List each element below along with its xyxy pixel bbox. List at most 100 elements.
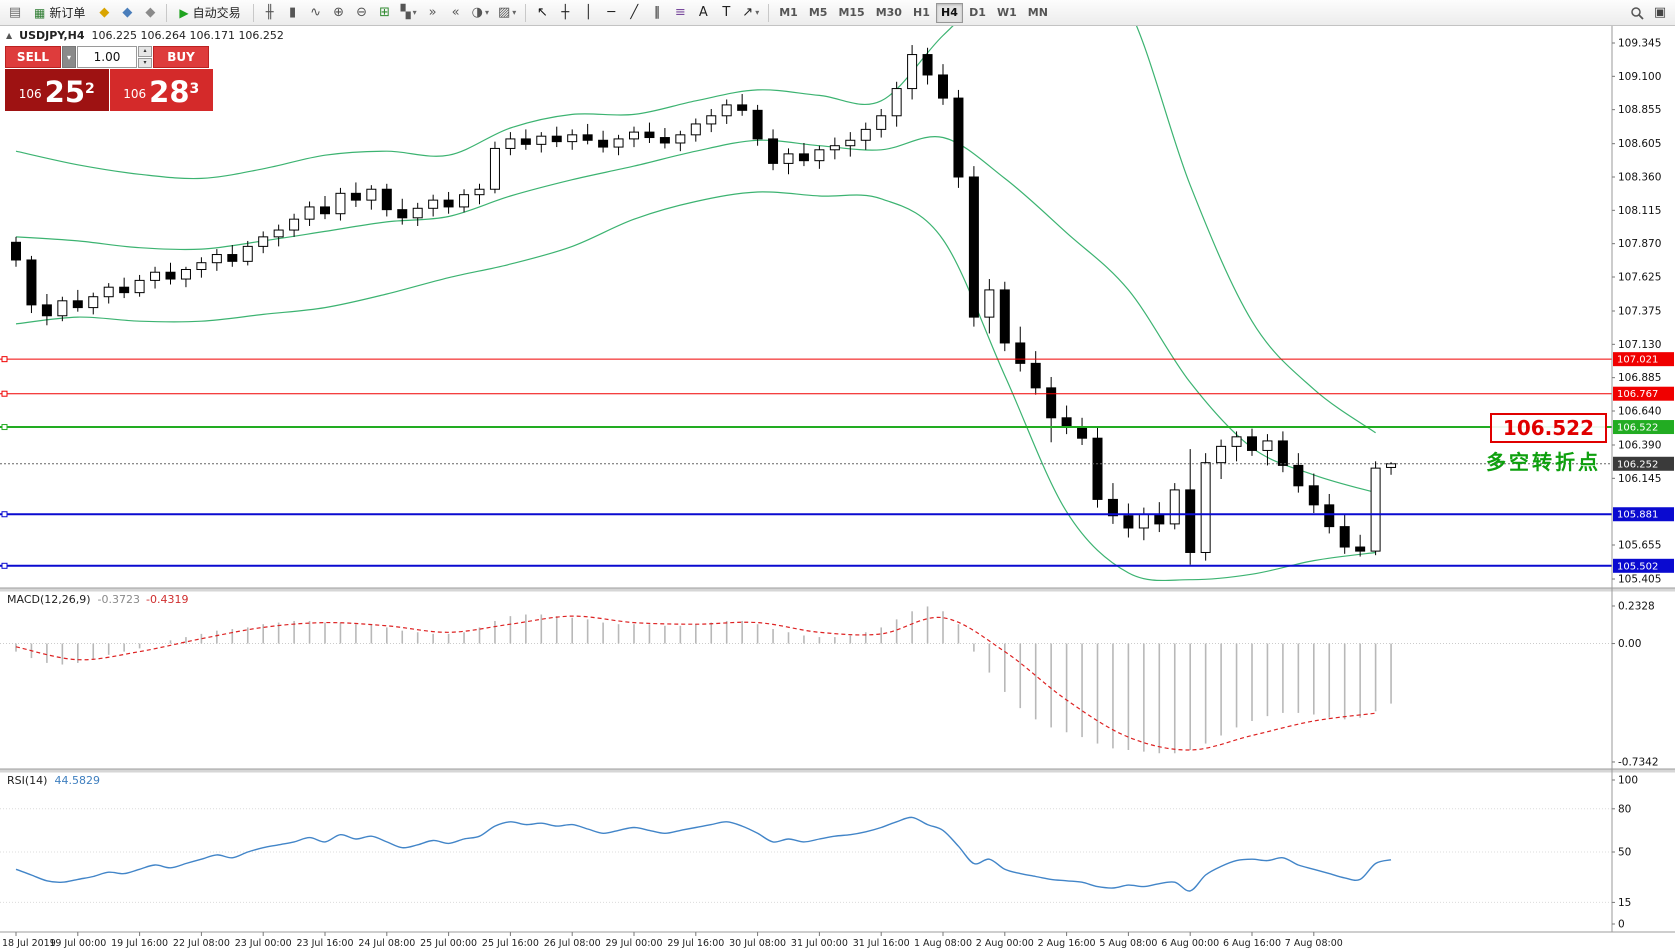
macd-main-value: -0.3723 bbox=[97, 593, 141, 606]
price-axis-badge bbox=[1613, 352, 1674, 367]
arrows-button[interactable]: ↗ ▾ bbox=[738, 2, 763, 24]
history-center-icon: ◆ bbox=[99, 5, 110, 20]
zoom-out-icon: ⊖ bbox=[356, 5, 368, 20]
turning-point-annotation[interactable]: 多空转折点 bbox=[1486, 450, 1601, 474]
sell-price-button[interactable]: 106 25 2 bbox=[5, 69, 109, 111]
volume-decrement-button[interactable]: ▾ bbox=[138, 57, 152, 68]
chart-shift-icon: « bbox=[451, 5, 460, 20]
chart-window: 109.345 109.100 108.855 108.605 108.360 108.1… bbox=[0, 26, 1675, 952]
new-order-button[interactable]: ▦ 新订单 bbox=[27, 2, 92, 24]
svg-text:2 Aug 00:00: 2 Aug 00:00 bbox=[976, 938, 1034, 949]
svg-text:105.405: 105.405 bbox=[1618, 573, 1661, 585]
fibonacci-button[interactable]: ≡ bbox=[669, 2, 691, 24]
buy-price-prefix: 106 bbox=[123, 86, 147, 101]
volume-increment-button[interactable]: ▴ bbox=[138, 46, 152, 57]
account-icon-group: ◆ ◆ ◆ bbox=[93, 2, 161, 24]
buy-price-button[interactable]: 106 28 3 bbox=[109, 69, 213, 111]
file-icon-group: ▤ bbox=[4, 2, 26, 24]
zoom-out-button[interactable]: ⊖ bbox=[351, 2, 373, 24]
crosshair-icon: ┼ bbox=[561, 5, 570, 20]
rsi-indicator-label: RSI(14) 44.5829 bbox=[7, 774, 100, 787]
panel-toggle-icon[interactable]: ▲ bbox=[6, 31, 13, 40]
crosshair-button[interactable]: ┼ bbox=[554, 2, 576, 24]
zoom-in-button[interactable]: ⊕ bbox=[328, 2, 350, 24]
autotrade-button[interactable]: ▶ 自动交易 bbox=[172, 2, 247, 24]
svg-text:107.375: 107.375 bbox=[1618, 305, 1661, 317]
svg-text:30 Jul 08:00: 30 Jul 08:00 bbox=[729, 938, 786, 949]
sell-price-main: 25 bbox=[44, 75, 85, 109]
autotrade-label: 自动交易 bbox=[192, 6, 241, 20]
svg-text:23 Jul 00:00: 23 Jul 00:00 bbox=[235, 938, 292, 949]
chart-canvas[interactable]: 109.345 109.100 108.855 108.605 108.360 108.1… bbox=[0, 26, 1675, 952]
horizontal-line-button[interactable]: ─ bbox=[600, 2, 622, 24]
svg-text:24 Jul 08:00: 24 Jul 08:00 bbox=[358, 938, 415, 949]
search-button[interactable] bbox=[1626, 2, 1648, 24]
rsi-line bbox=[15, 816, 1392, 892]
new-window-button[interactable]: ▣ bbox=[1649, 2, 1671, 24]
timeframe-mn-button[interactable]: MN bbox=[1023, 3, 1053, 23]
price-callout-box[interactable]: 106.522 bbox=[1489, 413, 1607, 443]
arrange-windows-button[interactable]: ▚ ▾ bbox=[397, 2, 421, 24]
bar-chart-icon: ╫ bbox=[265, 5, 274, 20]
templates-button[interactable]: ▨ ▾ bbox=[494, 2, 520, 24]
new-chart-button[interactable]: ▤ bbox=[4, 2, 26, 24]
period-button[interactable]: ◑ ▾ bbox=[468, 2, 493, 24]
svg-text:18 Jul 2019: 18 Jul 2019 bbox=[2, 938, 56, 949]
community-button[interactable]: ◆ bbox=[139, 2, 161, 24]
label-icon: T bbox=[722, 5, 731, 20]
timeframe-m5-button[interactable]: M5 bbox=[804, 3, 833, 23]
svg-text:5 Aug 08:00: 5 Aug 08:00 bbox=[1099, 938, 1157, 949]
toolbar-separator bbox=[768, 3, 770, 22]
auto-scroll-button[interactable]: » bbox=[422, 2, 444, 24]
volume-input[interactable] bbox=[77, 46, 137, 68]
svg-text:108.360: 108.360 bbox=[1618, 171, 1661, 183]
bar-chart-button[interactable]: ╫ bbox=[259, 2, 281, 24]
svg-text:105.655: 105.655 bbox=[1618, 539, 1661, 551]
svg-text:2 Aug 16:00: 2 Aug 16:00 bbox=[1038, 938, 1096, 949]
timeframe-m1-button[interactable]: M1 bbox=[774, 3, 803, 23]
svg-text:109.345: 109.345 bbox=[1618, 38, 1661, 50]
svg-text:106.767: 106.767 bbox=[1617, 389, 1658, 400]
text-button[interactable]: A bbox=[692, 2, 714, 24]
rsi-name: RSI(14) bbox=[7, 774, 48, 787]
trendline-button[interactable]: ╱ bbox=[623, 2, 645, 24]
timeframe-w1-button[interactable]: W1 bbox=[992, 3, 1022, 23]
new-chart-icon: ▤ bbox=[8, 5, 22, 20]
profile-button[interactable]: ◆ bbox=[116, 2, 138, 24]
panel-divider[interactable] bbox=[0, 769, 1675, 773]
templates-icon: ▨ bbox=[497, 5, 511, 20]
timeframe-h4-button[interactable]: H4 bbox=[935, 2, 963, 23]
tile-windows-button[interactable]: ⊞ bbox=[374, 2, 396, 24]
timeframe-m30-button[interactable]: M30 bbox=[871, 3, 907, 23]
cursor-button[interactable]: ↖ bbox=[531, 2, 553, 24]
timeframe-m15-button[interactable]: M15 bbox=[833, 3, 869, 23]
svg-text:23 Jul 16:00: 23 Jul 16:00 bbox=[297, 938, 354, 949]
timeframe-d1-button[interactable]: D1 bbox=[964, 3, 991, 23]
line-chart-button[interactable]: ∿ bbox=[305, 2, 327, 24]
equidistant-channel-button[interactable]: ∥ bbox=[646, 2, 668, 24]
toolbar-separator bbox=[166, 3, 168, 22]
buy-button[interactable]: BUY bbox=[153, 46, 209, 68]
drawing-tools-group: ↖ ┼ │ ─ ╱ ∥ ≡ A T ↗ ▾ bbox=[531, 2, 763, 24]
timeframe-h1-button[interactable]: H1 bbox=[908, 3, 935, 23]
candlestick-chart-button[interactable]: ▮ bbox=[282, 2, 304, 24]
macd-histogram bbox=[15, 606, 1392, 754]
chevron-down-icon: ▾ bbox=[66, 52, 71, 62]
profile-icon: ◆ bbox=[122, 5, 133, 20]
chart-shift-button[interactable]: « bbox=[445, 2, 467, 24]
panel-divider[interactable] bbox=[0, 588, 1675, 592]
history-center-button[interactable]: ◆ bbox=[93, 2, 115, 24]
svg-text:107.130: 107.130 bbox=[1618, 339, 1661, 351]
new-order-icon: ▦ bbox=[34, 5, 46, 20]
vertical-line-icon: │ bbox=[584, 5, 593, 20]
label-button[interactable]: T bbox=[715, 2, 737, 24]
price-axis-badge bbox=[1613, 386, 1674, 401]
sell-options-button[interactable]: ▾ bbox=[62, 46, 76, 68]
sell-button[interactable]: SELL bbox=[5, 46, 61, 68]
volume-stepper: ▴ ▾ bbox=[138, 46, 152, 68]
svg-text:50: 50 bbox=[1618, 847, 1631, 859]
community-icon: ◆ bbox=[145, 5, 156, 20]
vertical-line-button[interactable]: │ bbox=[577, 2, 599, 24]
ohlc-values: 106.225 106.264 106.171 106.252 bbox=[91, 29, 284, 42]
sell-price-pip: 2 bbox=[85, 81, 95, 97]
